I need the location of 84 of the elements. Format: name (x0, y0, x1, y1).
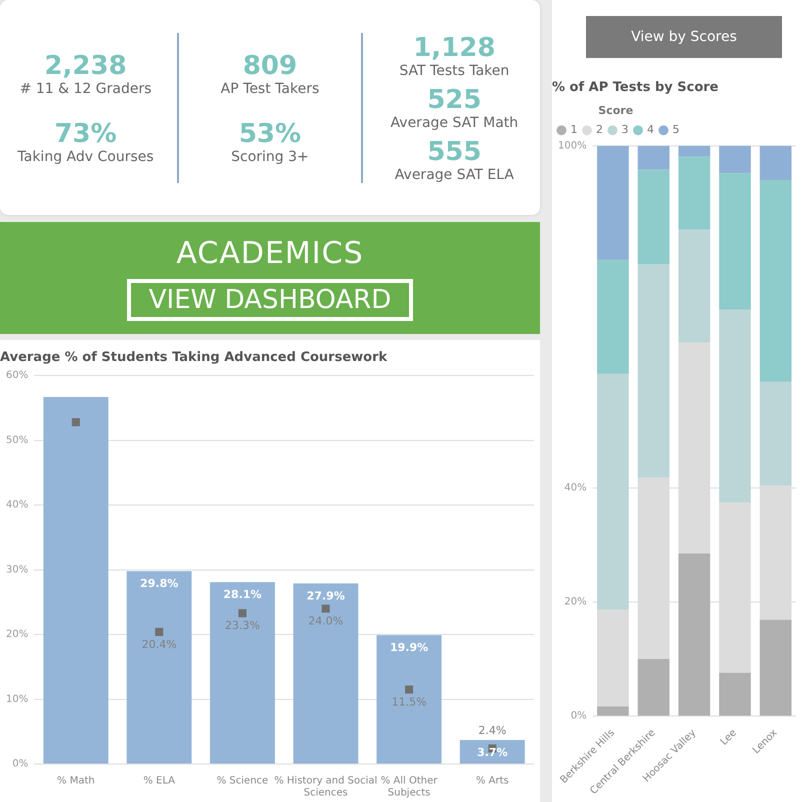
text: 1,128 (412, 32, 496, 62)
bar (760, 146, 792, 180)
bar (719, 173, 751, 310)
point (238, 609, 246, 618)
data-label: 3.7% (477, 746, 508, 760)
bar (638, 264, 670, 478)
data-label: 23.3% (224, 619, 260, 632)
bar (638, 170, 670, 264)
bar (597, 260, 629, 374)
legend-label: 3 (621, 123, 628, 136)
bar (597, 146, 629, 260)
data-label: 2.4% (478, 724, 506, 738)
bar (760, 180, 792, 382)
text: Taking Adv Courses (18, 148, 154, 164)
bar (210, 582, 275, 764)
point (405, 686, 414, 694)
button: View by Scores (586, 16, 782, 58)
bar (638, 146, 670, 170)
bar (719, 672, 751, 716)
bar (597, 706, 629, 716)
bar (719, 309, 751, 503)
bar (43, 396, 108, 764)
bar (678, 156, 710, 230)
text: 53% (238, 118, 302, 148)
text: 2,238 (43, 50, 128, 80)
x-tick-label: % Science (216, 776, 268, 787)
y-tick-label: 50% (6, 434, 28, 446)
text: # 11 & 12 Graders (20, 80, 152, 96)
y-tick-label: 40% (6, 500, 28, 511)
bar (760, 620, 792, 716)
bar (760, 382, 792, 486)
y-tick-label: 20% (6, 629, 28, 640)
legend-label: 4 (646, 123, 654, 136)
y-tick-label: 30% (6, 564, 28, 576)
text: Average SAT ELA (394, 166, 514, 182)
bar (126, 571, 192, 764)
text: 555 (426, 136, 482, 166)
data-label: 19.9% (390, 641, 428, 654)
data-label: 20.4% (142, 638, 177, 651)
text: Scoring 3+ (231, 148, 309, 164)
bar (460, 740, 525, 764)
text: 809 (242, 50, 298, 80)
text: AP Test Takers (220, 80, 320, 96)
y-tick-label: 100% (558, 140, 587, 152)
x-tick-label: % All Other Subjects (380, 776, 438, 799)
text: 73% (53, 118, 118, 148)
text: Average SAT Math (390, 114, 518, 130)
bar (678, 230, 710, 343)
point (72, 418, 80, 426)
data-label: 11.5% (392, 696, 427, 709)
data-label: 27.9% (306, 589, 345, 602)
legend-label: 1 (570, 123, 578, 136)
chart-title: Average % of Students Taking Advanced Coursework (0, 350, 388, 366)
point (155, 628, 164, 636)
data-label: 24.0% (308, 614, 344, 628)
point (322, 604, 330, 613)
y-tick-label: 0% (12, 758, 28, 770)
bar (678, 146, 710, 157)
x-tick-label: % Math (57, 776, 95, 787)
y-tick-label: 20% (564, 596, 587, 608)
x-tick-label: % ELA (143, 776, 176, 787)
x-tick-label: % Arts (476, 776, 509, 787)
x-tick-label: Lee (718, 728, 739, 748)
y-tick-label: 60% (6, 370, 28, 382)
legend-title: Score (598, 104, 634, 117)
bar (293, 583, 358, 764)
bar (597, 609, 629, 706)
y-tick-label: 0% (570, 710, 587, 722)
bar (638, 659, 670, 716)
bar (597, 374, 629, 610)
bar (719, 146, 751, 174)
data-label: 28.1% (223, 588, 262, 602)
text: SAT Tests Taken (399, 62, 510, 78)
bar (376, 635, 442, 764)
legend-label: 2 (596, 123, 603, 136)
y-tick-label: 10% (6, 694, 28, 705)
y-tick-label: 40% (564, 482, 587, 494)
text: 525 (426, 84, 482, 114)
data-label: 29.8% (140, 577, 178, 590)
chart-title: % of AP Tests by Score (552, 80, 719, 96)
bar (678, 554, 710, 716)
x-tick-label: % History and Social Sciences (274, 776, 378, 799)
legend-label: 5 (672, 123, 680, 136)
banner: ACADEMICS VIEW DASHBOARD (0, 222, 540, 334)
